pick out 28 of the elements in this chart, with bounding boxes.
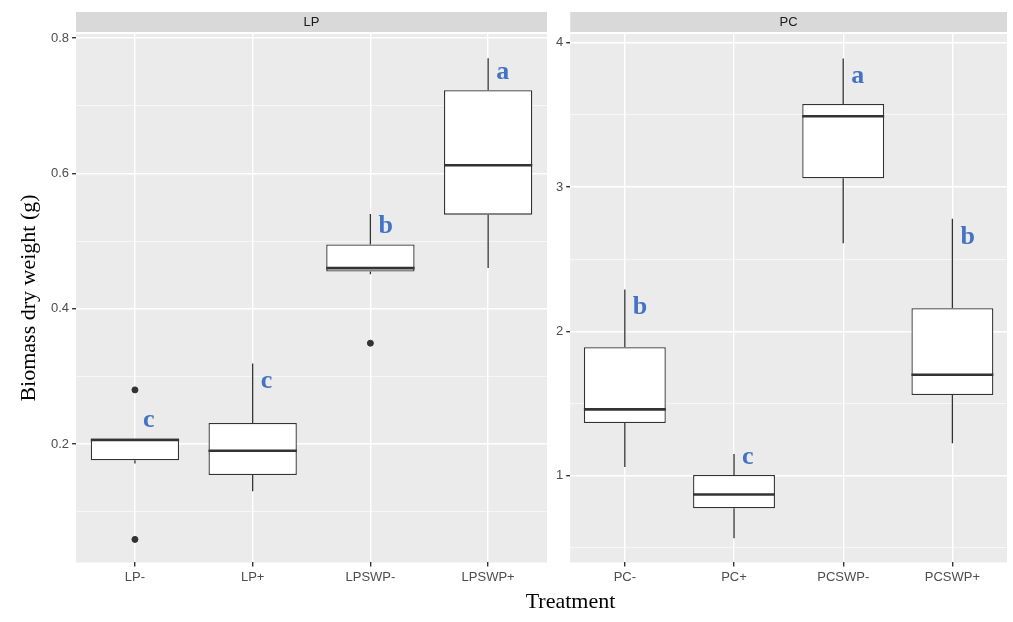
y-tick-label: 2 <box>556 322 564 338</box>
chart-title: PC <box>779 13 798 29</box>
x-tick-label: PC- <box>613 568 637 584</box>
x-tick-label: PCSWP- <box>817 568 870 584</box>
x-tick-label: LPSWP- <box>345 568 396 584</box>
x-tick-label: LP- <box>124 568 146 584</box>
y-tick-label: 3 <box>556 178 564 194</box>
annotation: c <box>742 440 754 470</box>
y-tick-label: 4 <box>556 34 564 50</box>
y-tick-label: 0.8 <box>50 29 70 45</box>
x-tick-label: PCSWP+ <box>924 568 981 584</box>
annotation: b <box>960 220 975 250</box>
y-axis-title: Biomass dry weight (g) <box>15 194 41 402</box>
annotation: c <box>142 404 155 434</box>
y-tick-label: 0.2 <box>50 435 70 451</box>
annotation: b <box>378 210 393 240</box>
x-tick-label: LP+ <box>240 568 265 584</box>
chart-title: LP <box>303 13 320 29</box>
y-tick-label: 0.4 <box>50 300 70 316</box>
annotation: b <box>632 291 648 321</box>
x-axis-title: Treatment <box>524 588 617 614</box>
x-tick-label: PC+ <box>721 568 747 584</box>
annotation: c <box>260 365 273 395</box>
x-tick-label: LPSWP+ <box>461 568 515 584</box>
annotation: a <box>496 55 510 85</box>
annotation: a <box>851 60 865 90</box>
y-tick-label: 1 <box>556 467 564 483</box>
y-tick-label: 0.6 <box>50 164 70 180</box>
